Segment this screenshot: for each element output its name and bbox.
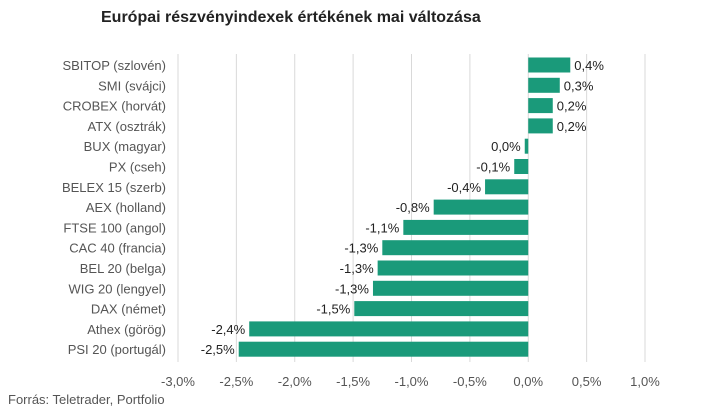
data-label: -1,1% xyxy=(365,220,399,235)
bar xyxy=(485,179,529,195)
category-label: PSI 20 (portugál) xyxy=(68,342,166,357)
category-label: PX (cseh) xyxy=(109,160,166,175)
data-label: 0,2% xyxy=(557,99,587,114)
data-label: -2,4% xyxy=(211,322,245,337)
x-tick-label: -1,5% xyxy=(336,374,370,389)
data-label: -2,5% xyxy=(201,342,235,357)
data-label: -0,4% xyxy=(447,180,481,195)
x-tick-label: -2,0% xyxy=(278,374,312,389)
x-tick-label: -1,0% xyxy=(395,374,429,389)
data-label: 0,4% xyxy=(574,58,604,73)
bar xyxy=(249,321,529,337)
x-tick-label: -0,5% xyxy=(453,374,487,389)
bar xyxy=(528,98,553,114)
x-tick-label: 0,5% xyxy=(572,374,602,389)
bar xyxy=(528,118,553,134)
x-tick-label: 0,0% xyxy=(513,374,543,389)
category-label: AEX (holland) xyxy=(86,200,166,215)
bar xyxy=(524,138,529,154)
category-label: Athex (görög) xyxy=(87,322,166,337)
bar xyxy=(354,301,529,317)
data-label: 0,2% xyxy=(557,119,587,134)
data-label: -1,3% xyxy=(340,261,374,276)
category-label: SBITOP (szlovén) xyxy=(62,58,166,73)
category-label: FTSE 100 (angol) xyxy=(63,220,166,235)
category-label: ATX (osztrák) xyxy=(88,119,167,134)
category-label: BUX (magyar) xyxy=(84,139,166,154)
category-label: CAC 40 (francia) xyxy=(69,241,166,256)
bar xyxy=(238,341,529,357)
data-label: -0,8% xyxy=(396,200,430,215)
bar xyxy=(528,57,571,73)
bar xyxy=(382,240,529,256)
category-label: WIG 20 (lengyel) xyxy=(68,281,166,296)
category-label: CROBEX (horvát) xyxy=(63,99,166,114)
bar xyxy=(514,159,529,174)
category-label: SMI (svájci) xyxy=(98,78,166,93)
data-label: -1,5% xyxy=(316,302,350,317)
bar xyxy=(433,199,529,215)
x-tick-label: -3,0% xyxy=(161,374,195,389)
category-label: DAX (német) xyxy=(91,302,166,317)
bar xyxy=(377,260,529,276)
bar xyxy=(528,77,560,93)
x-tick-label: 1,0% xyxy=(630,374,660,389)
data-label: -1,3% xyxy=(344,241,378,256)
chart-title: Európai részvényindexek értékének mai vá… xyxy=(101,9,481,26)
data-label: -0,1% xyxy=(476,160,510,175)
x-tick-label: -2,5% xyxy=(219,374,253,389)
chart-source: Forrás: Teletrader, Portfolio xyxy=(8,392,165,407)
data-label: 0,3% xyxy=(564,78,594,93)
bar xyxy=(372,280,529,296)
category-label: BELEX 15 (szerb) xyxy=(62,180,166,195)
data-label: 0,0% xyxy=(491,139,521,154)
bar xyxy=(403,219,529,235)
data-label: -1,3% xyxy=(335,281,369,296)
category-label: BEL 20 (belga) xyxy=(80,261,166,276)
